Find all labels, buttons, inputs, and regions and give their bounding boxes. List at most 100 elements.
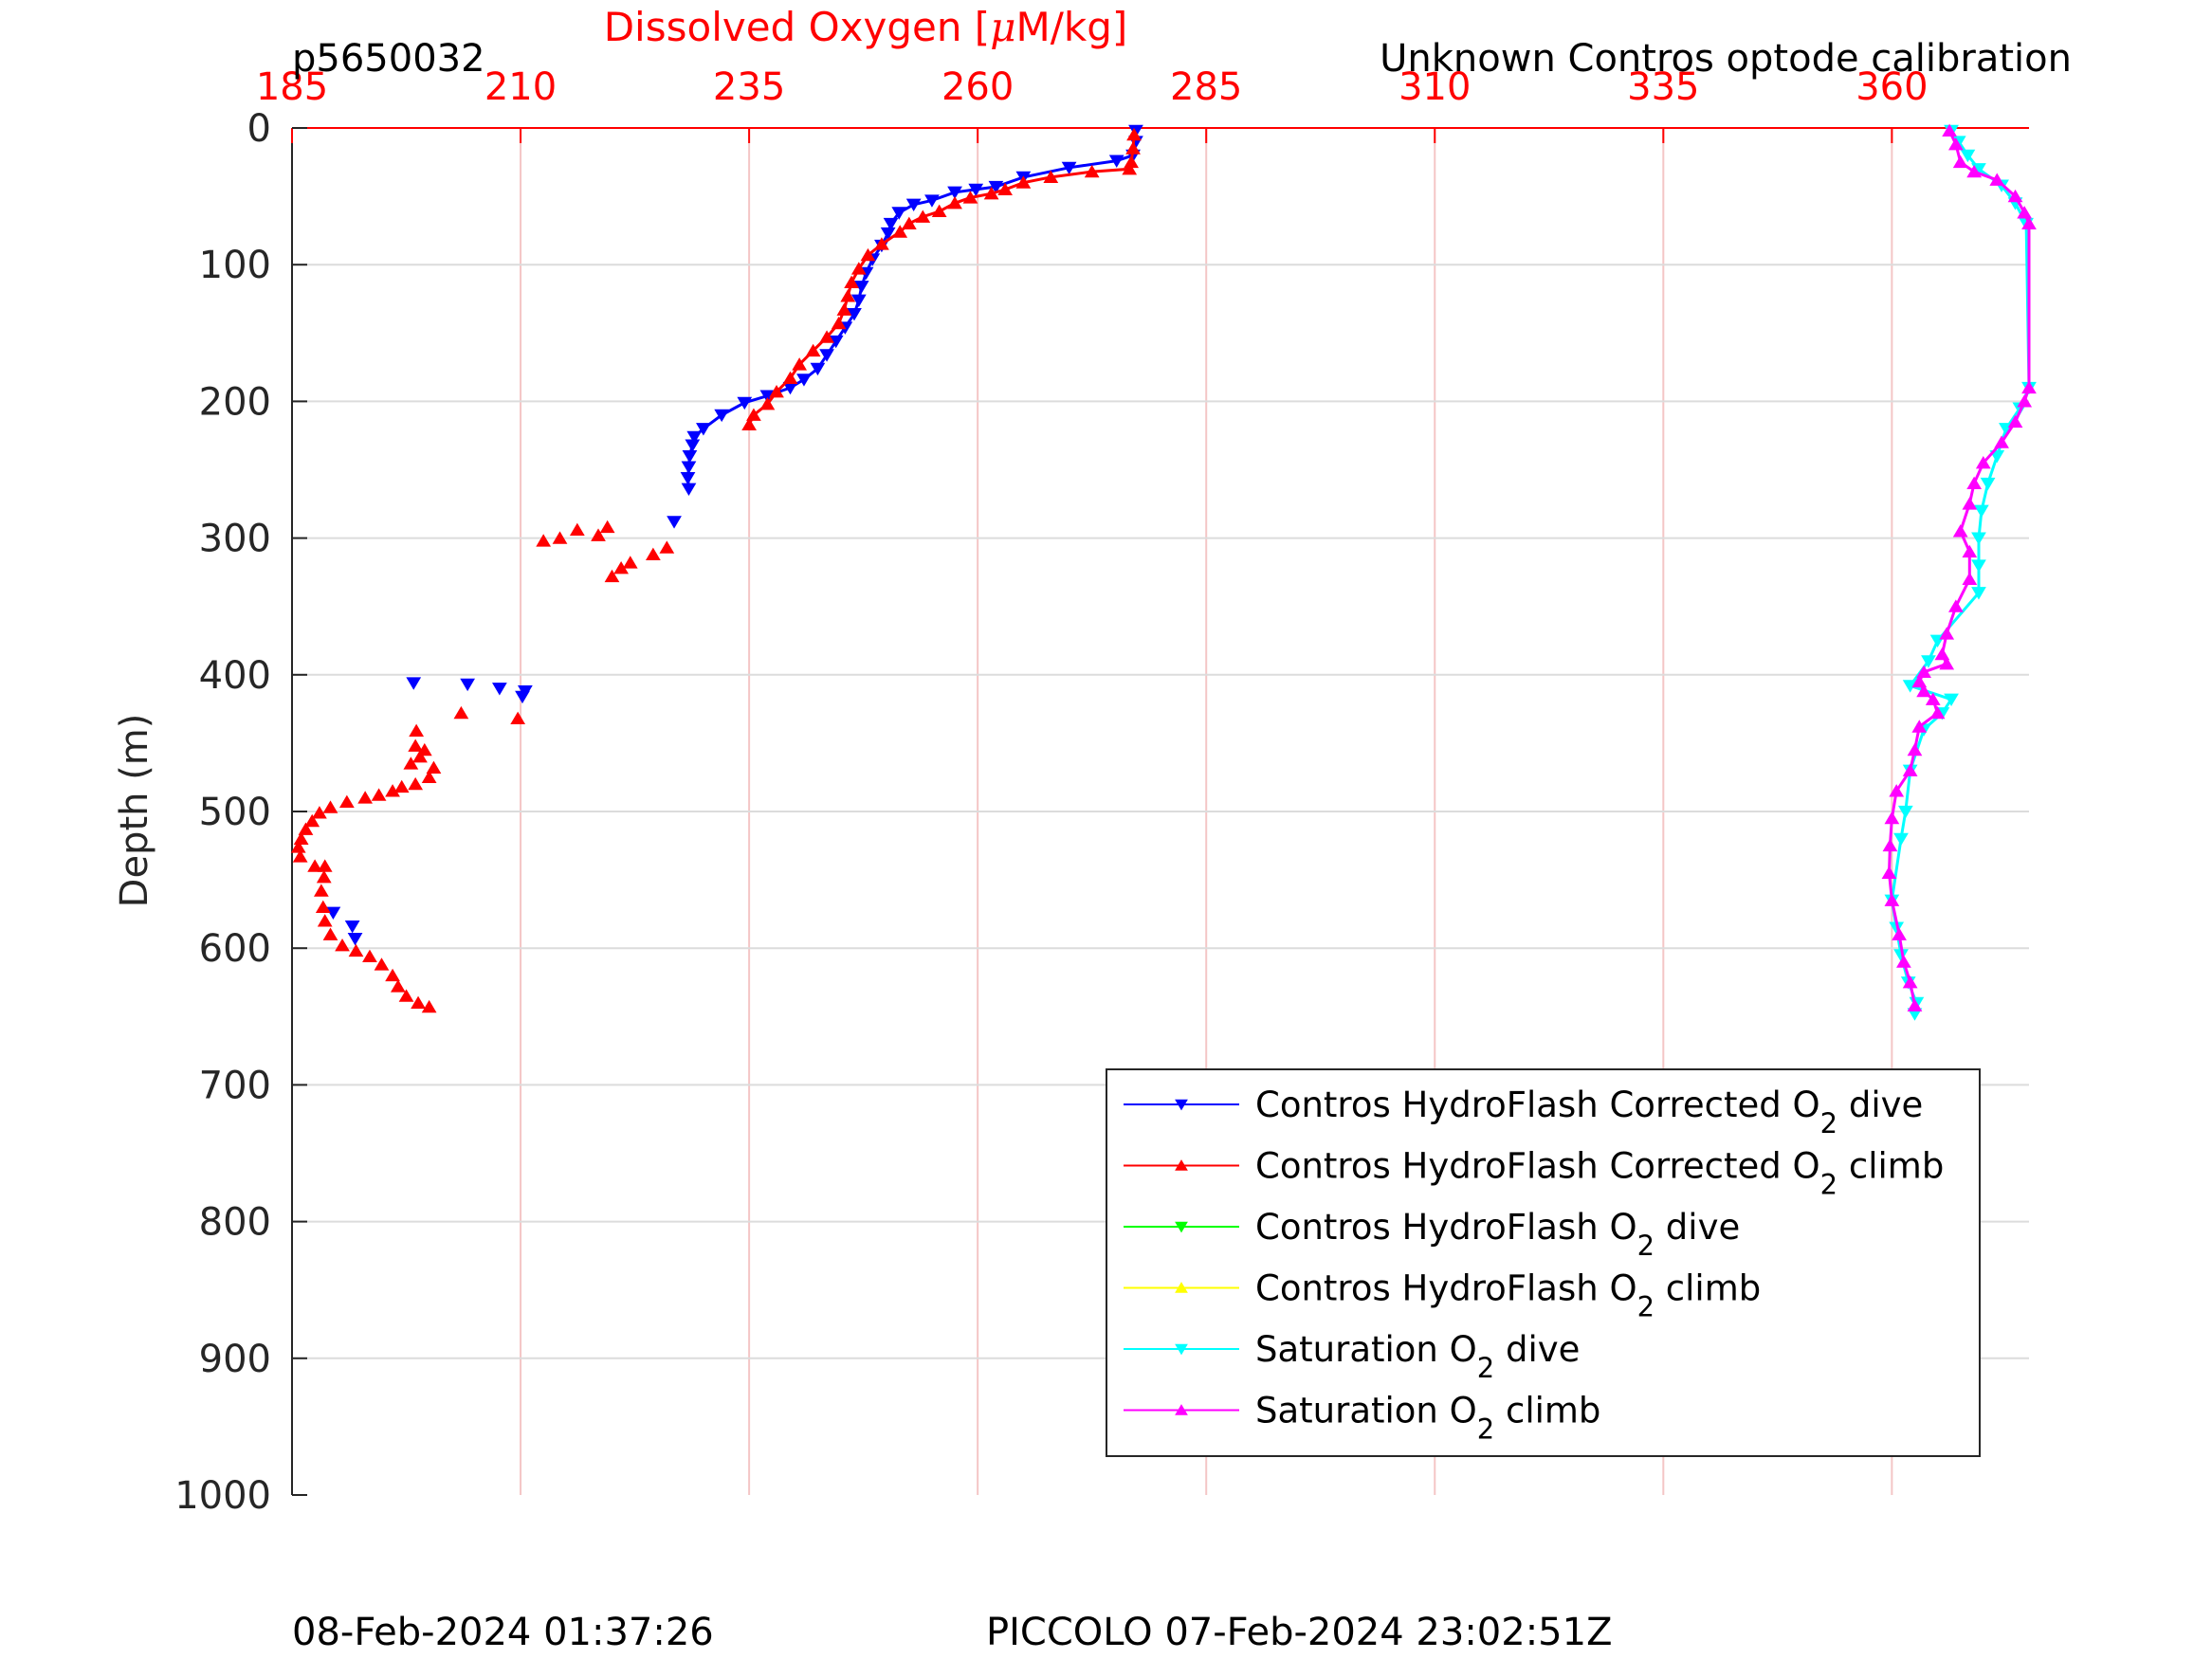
series-0-sparse-7 <box>344 921 360 934</box>
series-5-point-6 <box>2017 206 2033 219</box>
series-1-point-24 <box>792 357 808 371</box>
series-0-point-35 <box>681 483 697 496</box>
series-0-point-22 <box>819 349 834 362</box>
series-5-point-35 <box>1892 927 1907 940</box>
series-5-point-0 <box>1942 123 1957 137</box>
series-1-sparse-11 <box>510 711 526 725</box>
series-1-point-6 <box>1015 175 1032 189</box>
series-5-point-9 <box>2017 394 2033 408</box>
x-tick-label-360: 360 <box>1856 65 1928 109</box>
series-5-point-5 <box>2007 189 2023 203</box>
y-axis-title: Depth (m) <box>113 714 156 908</box>
series-1 <box>290 127 1142 1013</box>
series-0-sparse-2 <box>460 678 476 692</box>
series-4-point-10 <box>1989 449 2005 464</box>
series-0-point-11 <box>891 207 907 220</box>
series-0-sparse-6 <box>325 906 341 920</box>
legend-label-1: Contros HydroFlash Corrected O2 climb <box>1255 1146 1944 1201</box>
series-0-point-3 <box>1108 155 1124 168</box>
series-line-4 <box>1890 130 2031 1014</box>
x-tick-label-310: 310 <box>1398 65 1471 109</box>
series-4-point-23 <box>1897 805 1913 819</box>
series-0-point-7 <box>968 183 984 197</box>
series-1-point-9 <box>962 191 978 204</box>
series-1-sparse-28 <box>298 822 314 835</box>
series-0-point-10 <box>905 198 922 212</box>
series-5-point-31 <box>1884 811 1900 825</box>
series-1-point-7 <box>997 182 1013 195</box>
series-1-sparse-10 <box>453 705 469 720</box>
series-5-point-21 <box>1939 656 1955 670</box>
series-5-point-38 <box>1907 998 1923 1012</box>
series-1-point-11 <box>931 204 947 218</box>
series-1-point-23 <box>805 343 821 357</box>
series-1-sparse-0 <box>659 540 675 554</box>
series-1-sparse-5 <box>591 528 606 541</box>
series-5-point-33 <box>1881 866 1897 879</box>
series-5-point-29 <box>1902 763 1918 776</box>
series-1-point-3 <box>1122 161 1138 175</box>
series-1-point-27 <box>759 396 776 410</box>
series-0-sparse-5 <box>515 690 530 704</box>
series-0-point-29 <box>696 423 711 436</box>
series-1-sparse-34 <box>316 869 332 884</box>
series-0-point-34 <box>680 472 696 485</box>
x-tick-label-285: 285 <box>1170 65 1242 109</box>
legend-marker-1 <box>1175 1159 1188 1171</box>
series-5-point-30 <box>1889 784 1905 797</box>
series-1-point-26 <box>769 385 784 398</box>
series-5-point-34 <box>1884 893 1900 906</box>
series-1-sparse-18 <box>421 770 437 784</box>
series-5-point-25 <box>1925 692 1941 705</box>
series-5-point-1 <box>1947 137 1964 151</box>
series-5-point-15 <box>1952 524 1968 538</box>
series-1-point-14 <box>892 225 908 238</box>
series-5-point-10 <box>2007 414 2023 428</box>
series-5-point-11 <box>1994 435 2009 448</box>
series-5-point-12 <box>1975 456 1991 469</box>
series-1-sparse-7 <box>552 531 568 544</box>
series-5-point-23 <box>1911 674 1928 688</box>
series-1-sparse-36 <box>315 900 331 914</box>
series-1-sparse-6 <box>569 522 585 537</box>
series-5-point-20 <box>1934 647 1950 661</box>
series-1-point-17 <box>850 262 867 275</box>
series-5-point-28 <box>1907 742 1923 757</box>
series-1-sparse-13 <box>408 738 424 752</box>
series-5-point-4 <box>1989 173 2005 186</box>
series-5-point-36 <box>1896 955 1911 968</box>
series-5-point-32 <box>1882 838 1898 852</box>
x-tick-label-210: 210 <box>484 65 557 109</box>
series-5-point-24 <box>1916 684 1931 698</box>
series-1-sparse-1 <box>645 547 661 561</box>
y-tick-label-300: 300 <box>199 518 271 561</box>
series-1-point-1 <box>1125 141 1141 155</box>
series-1-sparse-20 <box>393 779 410 793</box>
x-tick-label-185: 185 <box>256 65 328 109</box>
x-axis-title: Dissolved Oxygen [μM/kg] <box>604 4 1128 50</box>
series-5-point-2 <box>1952 155 1968 169</box>
legend: Contros HydroFlash Corrected O2 dive Cont… <box>1106 1068 1981 1457</box>
series-1-sparse-15 <box>412 750 428 763</box>
series-1-sparse-31 <box>292 849 308 863</box>
series-1-sparse-38 <box>322 927 338 940</box>
series-1-point-21 <box>831 316 847 330</box>
series-0-point-18 <box>850 294 867 307</box>
series-1-point-10 <box>947 196 962 210</box>
profile-id: p5650032 <box>292 37 485 81</box>
y-tick-label-600: 600 <box>199 927 271 971</box>
y-tick-label-200: 200 <box>199 380 271 424</box>
series-1-sparse-21 <box>385 784 400 797</box>
series-0-point-28 <box>714 409 730 423</box>
y-tick-label-400: 400 <box>199 654 271 698</box>
series-1-sparse-27 <box>304 813 320 828</box>
series-4-point-24 <box>1893 832 1909 847</box>
series-5-point-3 <box>1966 164 1983 178</box>
x-tick-label-235: 235 <box>713 65 785 109</box>
series-4-point-2 <box>1960 149 1976 163</box>
axes: 185 210 235 260 285 310 335 360 0 100 200 300 400 500… <box>174 65 2029 1518</box>
series-5-point-7 <box>2021 216 2037 230</box>
series-4-point-15 <box>1971 587 1986 600</box>
series-0-sparse-8 <box>347 933 363 946</box>
